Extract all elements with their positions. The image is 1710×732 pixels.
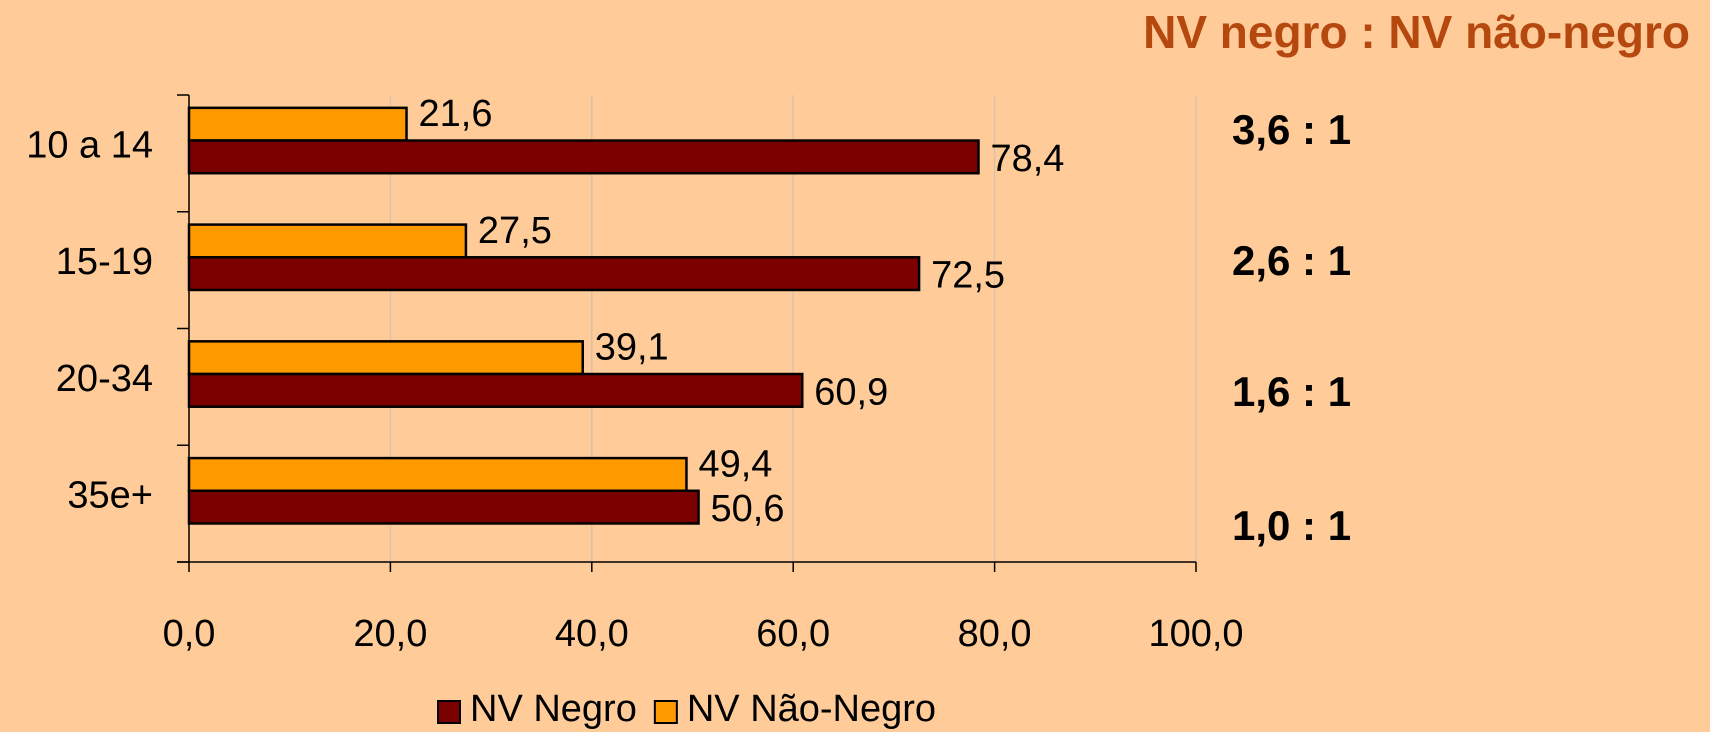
data-label: 78,4 <box>990 138 1064 180</box>
bar <box>187 106 408 142</box>
legend-swatch <box>437 700 461 724</box>
y-tick-label: 15-19 <box>56 241 153 283</box>
bar <box>187 340 584 376</box>
legend-swatch <box>653 700 678 724</box>
data-label: 72,5 <box>931 255 1005 297</box>
data-label: 21,6 <box>419 93 493 135</box>
x-tick-label: 80,0 <box>958 613 1032 655</box>
y-tick-label: 10 a 14 <box>26 124 153 166</box>
ratio-annotation: 2,6 : 1 <box>1232 237 1351 284</box>
legend-label: NV Não-Negro <box>687 688 936 730</box>
x-tick-label: 20,0 <box>353 613 427 655</box>
bar <box>187 256 921 292</box>
x-tick-label: 60,0 <box>756 613 830 655</box>
data-label: 60,9 <box>814 371 888 413</box>
chart-title: NV negro : NV não-negro <box>1143 6 1690 58</box>
data-label: 50,6 <box>711 488 785 530</box>
x-tick-label: 100,0 <box>1148 613 1243 655</box>
bar <box>187 223 468 259</box>
ratio-annotation: 1,6 : 1 <box>1232 368 1351 415</box>
y-tick-label: 20-34 <box>56 358 153 400</box>
bar <box>187 139 980 175</box>
data-label: 39,1 <box>595 327 669 369</box>
data-label: 49,4 <box>698 443 772 485</box>
y-tick-label: 35e+ <box>67 475 153 517</box>
bar <box>187 489 700 525</box>
ratio-annotation: 1,0 : 1 <box>1232 502 1351 549</box>
x-tick-label: 40,0 <box>555 613 629 655</box>
bar <box>187 456 688 493</box>
legend-label: NV Negro <box>470 688 637 730</box>
bar <box>187 372 804 408</box>
data-label: 27,5 <box>478 210 552 252</box>
x-tick-label: 0,0 <box>163 613 216 655</box>
ratio-annotation: 3,6 : 1 <box>1232 106 1351 153</box>
